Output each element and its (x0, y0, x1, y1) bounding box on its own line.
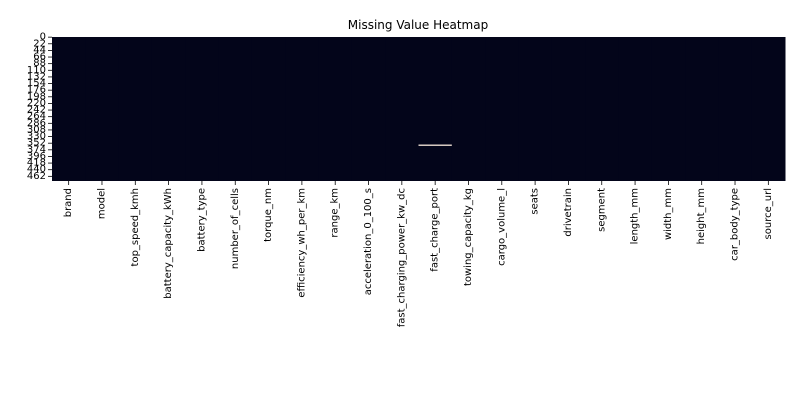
y-axis-ticks: 0224466881101321541761982202422642863083… (27, 32, 52, 182)
y-tick-label: 418 (27, 158, 46, 169)
y-tick-label: 308 (27, 124, 46, 135)
x-tick-label: source_url (763, 188, 774, 239)
y-tick-label: 264 (27, 111, 46, 122)
y-tick-label: 0 (40, 32, 46, 43)
x-tick-label: top_speed_kmh (130, 188, 141, 266)
y-tick-label: 154 (27, 78, 46, 89)
heatmap-column-drivetrain (551, 37, 586, 181)
y-tick-label: 22 (33, 38, 46, 49)
heatmap-column-range_km (318, 37, 353, 181)
y-tick-label: 374 (27, 144, 46, 155)
heatmap-column-towing_capacity_kg (451, 37, 486, 181)
heatmap-column-height_mm (685, 37, 719, 181)
heatmap-column-battery_type (185, 37, 220, 181)
y-tick-label: 88 (33, 58, 46, 69)
y-tick-label: 198 (27, 91, 46, 102)
heatmap-plot-area (52, 37, 786, 181)
x-tick-label: torque_nm (263, 188, 274, 242)
x-tick-label: car_body_type (730, 188, 741, 261)
heatmap-column-length_mm (618, 37, 653, 181)
y-tick-label: 352 (27, 138, 46, 149)
heatmap-column-model (85, 37, 120, 181)
x-tick-label: length_mm (630, 188, 641, 244)
x-tick-label: number_of_cells (230, 188, 241, 269)
x-tick-label: seats (530, 188, 541, 215)
heatmap-column-efficiency_wh_per_km (285, 37, 320, 181)
x-tick-label: height_mm (696, 188, 707, 244)
x-tick-label: width_mm (663, 188, 674, 240)
y-tick-label: 286 (27, 118, 46, 129)
heatmap-column-fast_charging_power_kw_dc (385, 37, 419, 181)
heatmap-column-cargo_volume_l (485, 37, 519, 181)
heatmap-column-seats (518, 37, 553, 181)
x-tick-label: segment (596, 188, 607, 232)
y-tick-label: 132 (27, 71, 46, 82)
heatmap-column-number_of_cells (218, 37, 253, 181)
x-tick-label: battery_capacity_kWh (163, 188, 174, 299)
heatmap-column-acceleration_0_100_s (351, 37, 386, 181)
heatmap-column-car_body_type (718, 37, 753, 181)
missing-value-mark (418, 144, 452, 146)
x-tick-label: efficiency_wh_per_km (296, 188, 307, 298)
chart-title: Missing Value Heatmap (348, 18, 488, 32)
x-tick-label: range_km (330, 188, 341, 238)
x-axis-ticks: brand model top_speed_kmh battery_capacity_… (63, 181, 774, 327)
x-tick-label: brand (63, 188, 74, 217)
x-tick-label: cargo_volume_l (496, 188, 507, 266)
heatmap-column-top_speed_kmh (118, 37, 153, 181)
y-tick-label: 242 (27, 105, 46, 116)
heatmap-column-segment (585, 37, 619, 181)
y-tick-label: 110 (27, 65, 46, 76)
x-tick-label: model (96, 188, 107, 219)
y-tick-label: 66 (33, 52, 46, 63)
y-tick-label: 330 (27, 131, 46, 142)
x-tick-label: acceleration_0_100_s (363, 188, 374, 295)
y-tick-label: 220 (27, 98, 46, 109)
heatmap-column-fast_charge_port (418, 37, 453, 181)
heatmap-column-brand (52, 37, 86, 181)
y-tick-label: 44 (33, 45, 46, 56)
heatmap-column-torque_nm (251, 37, 286, 181)
heatmap-column-width_mm (651, 37, 686, 181)
x-tick-label: battery_type (196, 188, 207, 252)
x-tick-label: fast_charging_power_kw_dc (396, 188, 407, 327)
heatmap-column-source_url (751, 37, 786, 181)
y-tick-label: 176 (27, 85, 46, 96)
heatmap-column-battery_capacity_kWh (151, 37, 186, 181)
x-tick-label: drivetrain (563, 188, 574, 237)
y-tick-label: 462 (27, 171, 46, 182)
x-tick-label: fast_charge_port (430, 188, 441, 272)
y-tick-label: 440 (27, 164, 46, 175)
y-tick-label: 396 (27, 151, 46, 162)
x-tick-label: towing_capacity_kg (463, 188, 474, 286)
